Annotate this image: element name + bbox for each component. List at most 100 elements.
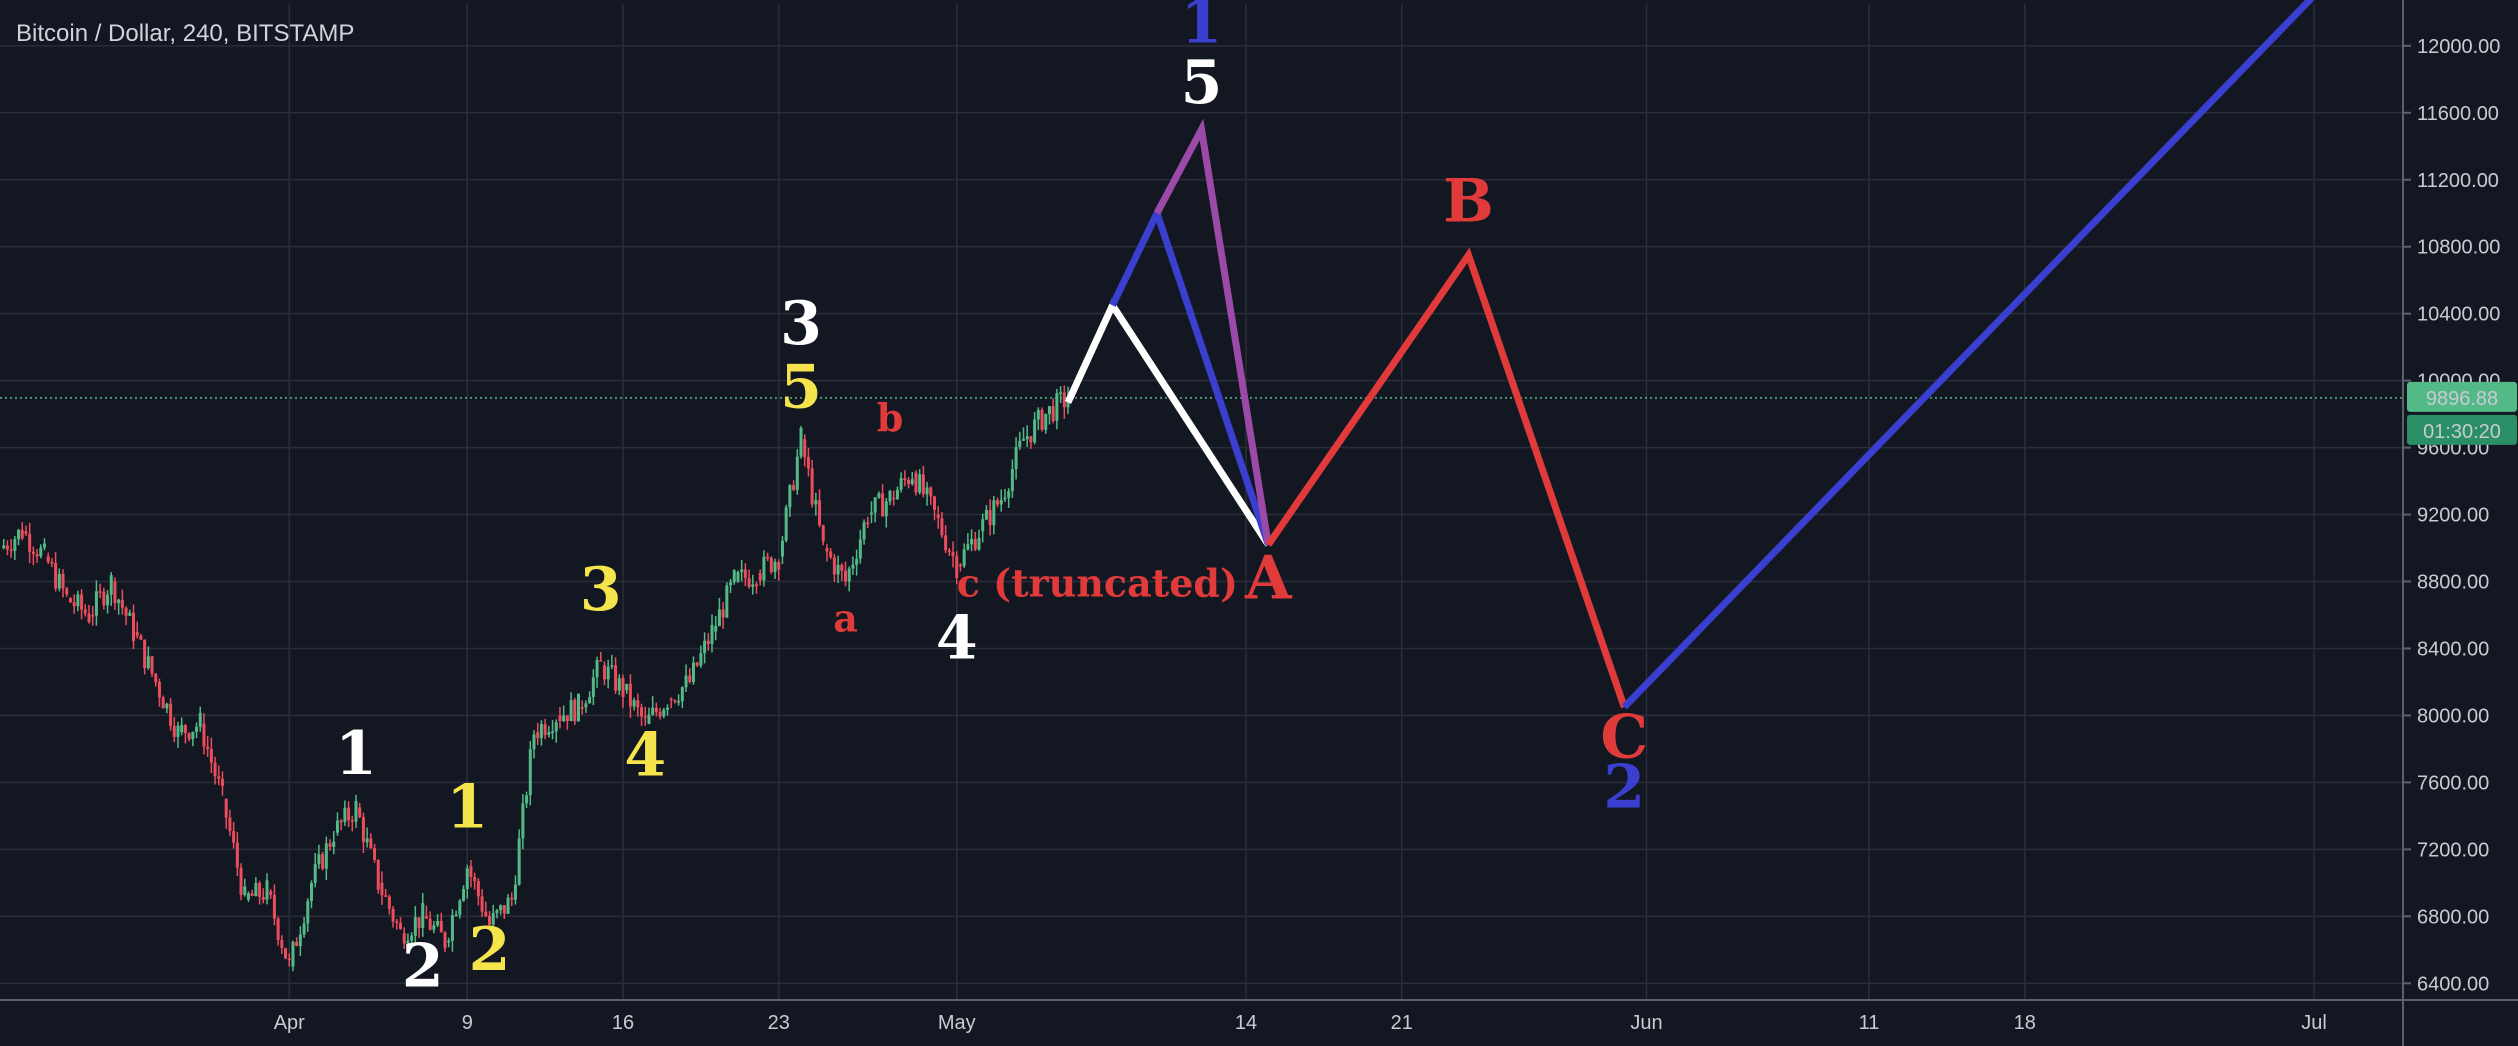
candle-body [217,776,221,779]
wave-label: 5 [780,352,822,422]
candle-body [1010,469,1014,492]
chart-title: Bitcoin / Dollar, 240, BITSTAMP [16,20,355,47]
candle-body [944,535,948,551]
candle-body [510,897,514,900]
candle-body [406,940,410,944]
candle-body [714,626,718,632]
x-tick-label: 18 [2014,1012,2036,1034]
candle-body [454,914,458,917]
y-tick-label: 11200.00 [2417,170,2499,192]
candle-body [914,472,918,493]
candle-body [706,640,710,644]
candle-body [680,687,684,702]
candle-body [521,803,525,839]
candle-body [243,886,247,895]
candle-body [35,554,39,557]
candle-body [1014,447,1018,470]
candle-body [651,707,655,715]
candle-body [447,940,451,943]
candle-body [310,883,313,901]
candle-body [284,948,288,959]
candle-body [699,653,703,666]
candle-body [580,707,584,709]
candle-body [476,881,480,897]
wave-label: 1 [1181,0,1223,58]
candle-body [491,912,495,925]
candle-body [547,731,551,735]
projection-line-blue [1621,0,2315,710]
candle-body [350,820,354,822]
candle-body [287,958,291,961]
candle-body [465,868,469,890]
candle-body [198,712,202,727]
y-tick-label: 11600.00 [2417,103,2499,125]
candle-body [358,807,362,818]
candle-body [992,500,996,526]
current-price-label-bg [2407,381,2517,412]
candle-body [958,564,962,567]
candle-body [688,675,692,682]
candle-body [306,900,310,924]
candle-body [606,666,610,680]
candle-body [729,582,733,586]
candle-body [124,607,128,616]
candle-body [499,905,503,911]
candle-body [232,831,236,843]
candle-body [803,439,807,458]
candle-body [1033,419,1037,443]
x-tick-label: May [938,1012,976,1034]
candle-body [984,509,988,520]
candle-body [773,561,777,573]
candle-body [72,602,76,607]
candle-body [884,501,888,517]
candle-body [732,570,736,583]
candle-body [1022,438,1025,441]
candle-body [836,564,840,575]
candle-body [840,564,844,571]
wave-label: 3 [580,555,622,625]
candle-body [977,537,981,550]
x-tick-label: Jul [2301,1012,2327,1034]
candle-body [654,707,658,713]
candle-body [502,905,506,914]
candle-body [617,678,621,691]
candle-body [65,588,69,595]
candle-body [373,847,377,860]
candle-body [195,726,199,732]
candle-body [128,612,132,616]
candle-body [380,882,384,896]
candle-body [810,468,814,505]
candle-body [1036,410,1040,420]
candle-body [228,817,232,832]
candle-body [881,493,885,517]
y-tick-label: 7200.00 [2417,839,2489,861]
wave-label: b [877,395,904,440]
wave-label: 1 [335,719,377,789]
candle-body [343,807,347,822]
candle-body [9,549,13,551]
candle-body [495,910,499,913]
y-tick-label: 10800.00 [2417,237,2500,259]
candle-body [347,807,351,821]
candle-body [966,544,970,550]
candle-body [999,499,1003,505]
wave-label: a [833,596,858,641]
candle-body [1062,392,1066,408]
wave-label: 4 [624,721,666,791]
candle-body [695,662,699,666]
y-tick-label: 6400.00 [2417,973,2489,995]
y-tick-label: 8800.00 [2417,572,2489,594]
candle-body [1029,436,1033,443]
candle-body [862,522,866,540]
x-tick-label: 9 [462,1012,473,1034]
projection-line-red [1265,247,1628,709]
candle-body [246,893,250,900]
candle-body [844,570,847,582]
candle-body [98,591,102,593]
candle-body [562,715,566,721]
candle-body [662,709,666,717]
candle-body [57,574,61,589]
candle-body [291,941,295,967]
